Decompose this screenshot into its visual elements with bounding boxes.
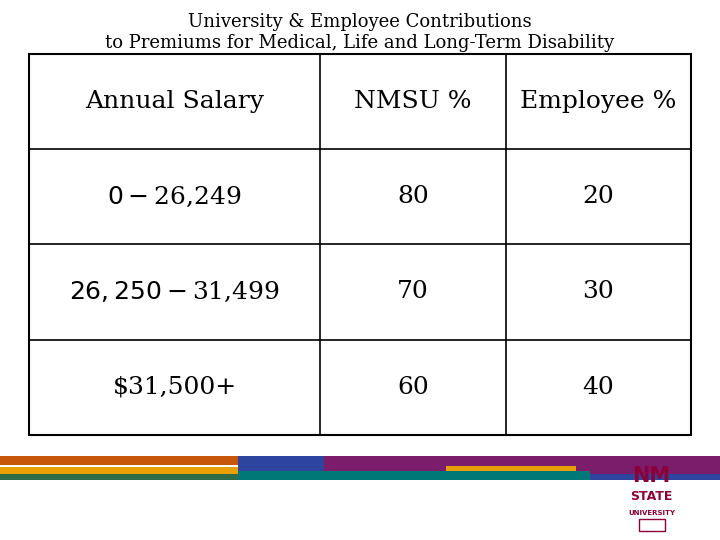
Bar: [0, 474, 410, 481]
Text: STATE: STATE: [631, 490, 672, 503]
Bar: [0, 456, 720, 465]
Text: 30: 30: [582, 280, 614, 303]
Text: UNIVERSITY: UNIVERSITY: [628, 510, 675, 516]
Text: 20: 20: [582, 185, 614, 208]
Bar: [639, 519, 665, 531]
Text: Employee %: Employee %: [521, 90, 677, 113]
Text: NMSU %: NMSU %: [354, 90, 472, 113]
Bar: [238, 456, 720, 481]
Text: NM: NM: [633, 465, 670, 486]
Bar: [238, 471, 590, 481]
Text: 60: 60: [397, 376, 429, 399]
Bar: [324, 456, 720, 474]
Text: $31,500+: $31,500+: [112, 376, 237, 399]
Text: 40: 40: [582, 376, 614, 399]
Bar: [29, 54, 691, 435]
Text: Annual Salary: Annual Salary: [85, 90, 264, 113]
Bar: [0, 468, 410, 474]
Bar: [446, 465, 576, 471]
Text: 70: 70: [397, 280, 429, 303]
Text: University & Employee Contributions
to Premiums for Medical, Life and Long-Term : University & Employee Contributions to P…: [105, 14, 615, 52]
Text: $0 - $26,249: $0 - $26,249: [107, 185, 242, 208]
Text: $26,250 - $31,499: $26,250 - $31,499: [69, 280, 280, 304]
Text: 80: 80: [397, 185, 429, 208]
